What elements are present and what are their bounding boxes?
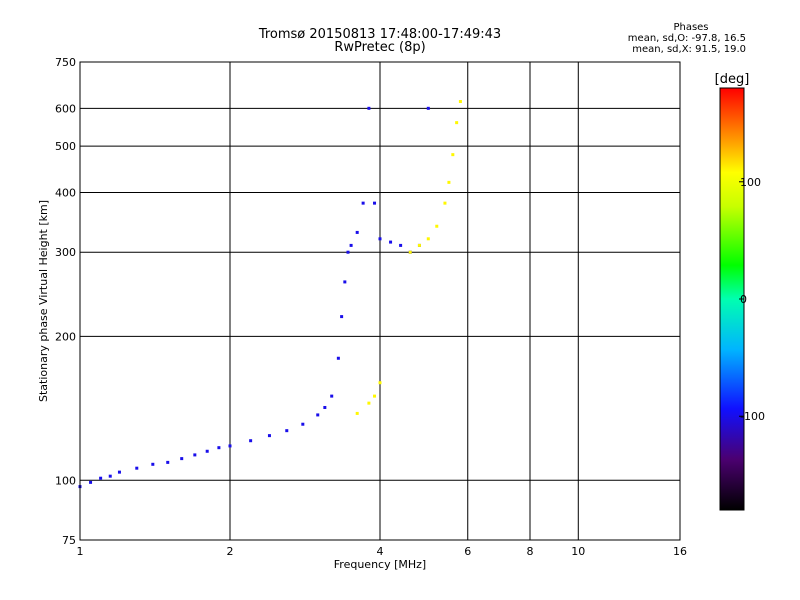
x-tick-label: 2	[227, 545, 234, 558]
colorbar-tick-label: 100	[740, 176, 761, 189]
phases-x-mode: mean, sd,X: 91.5, 19.0	[632, 44, 746, 55]
y-tick-label: 400	[55, 186, 76, 199]
data-point	[346, 250, 350, 254]
y-tick-label: 300	[55, 246, 76, 259]
data-point	[455, 121, 459, 125]
colorbar: [deg] 100 0 -100	[715, 72, 765, 511]
y-tick-label: 600	[55, 102, 76, 115]
data-point	[217, 446, 221, 450]
data-point	[108, 474, 112, 478]
data-point	[447, 180, 451, 184]
data-point	[89, 480, 93, 484]
x-tick-label: 16	[673, 545, 687, 558]
axis-ticks: 1 2 4 6 8 10 16 75 100 200 300 400 500 600 750	[55, 56, 687, 558]
data-point	[378, 237, 382, 241]
x-tick-label: 10	[571, 545, 585, 558]
y-tick-label: 200	[55, 330, 76, 343]
data-point	[355, 411, 359, 415]
data-point	[458, 100, 462, 104]
data-point	[117, 470, 121, 474]
data-point	[330, 394, 334, 398]
data-point	[373, 394, 377, 398]
data-point	[267, 434, 271, 438]
data-point	[205, 449, 209, 453]
data-point	[435, 224, 439, 228]
colorbar-tick-label: -100	[740, 410, 765, 423]
phases-o-mode: mean, sd,O: -97.8, 16.5	[627, 33, 746, 44]
data-point	[361, 201, 365, 205]
data-point	[340, 315, 344, 319]
data-point	[417, 243, 421, 247]
x-axis-label: Frequency [MHz]	[334, 558, 426, 571]
data-point	[285, 429, 289, 433]
x-tick-label: 6	[464, 545, 471, 558]
colorbar-tick-label: 0	[740, 293, 747, 306]
chart-title-line2: RwPretec (8p)	[334, 40, 426, 55]
colorbar-label: [deg]	[715, 72, 750, 87]
y-tick-label: 750	[55, 56, 76, 69]
data-point	[408, 250, 412, 254]
data-point	[355, 230, 359, 234]
y-tick-label: 500	[55, 140, 76, 153]
plot-frame	[79, 61, 681, 541]
data-point	[166, 460, 170, 464]
x-tick-label: 4	[377, 545, 384, 558]
data-point	[323, 405, 327, 409]
x-tick-label: 8	[527, 545, 534, 558]
y-axis-label: Stationary phase Virtual Height [km]	[37, 200, 50, 402]
data-point	[193, 453, 197, 457]
data-point	[443, 201, 447, 205]
y-tick-label: 75	[62, 534, 76, 547]
x-tick-label: 1	[77, 545, 84, 558]
data-point	[301, 422, 305, 426]
data-point	[426, 106, 430, 110]
data-point	[367, 106, 371, 110]
data-point	[451, 153, 455, 157]
data-point	[99, 476, 103, 480]
y-tick-label: 100	[55, 474, 76, 487]
data-point	[349, 243, 353, 247]
phases-summary: Phases mean, sd,O: -97.8, 16.5 mean, sd,…	[596, 22, 746, 55]
data-point	[399, 243, 403, 247]
data-point	[378, 381, 382, 385]
data-point	[367, 401, 371, 405]
data-point	[389, 240, 393, 244]
grid-lines	[80, 62, 680, 540]
data-point	[343, 280, 347, 284]
data-point	[151, 462, 155, 466]
data-point	[336, 356, 340, 360]
data-point	[135, 466, 139, 470]
phases-heading: Phases	[673, 22, 709, 33]
chart-title-line1: Tromsø 20150813 17:48:00-17:49:43	[258, 27, 502, 42]
data-point	[373, 201, 377, 205]
data-points	[78, 100, 462, 489]
data-point	[249, 439, 253, 443]
data-point	[180, 457, 184, 461]
data-point	[316, 413, 320, 417]
data-point	[426, 237, 430, 241]
data-point	[228, 444, 232, 448]
colorbar-ticks: 100 0 -100	[739, 176, 765, 423]
